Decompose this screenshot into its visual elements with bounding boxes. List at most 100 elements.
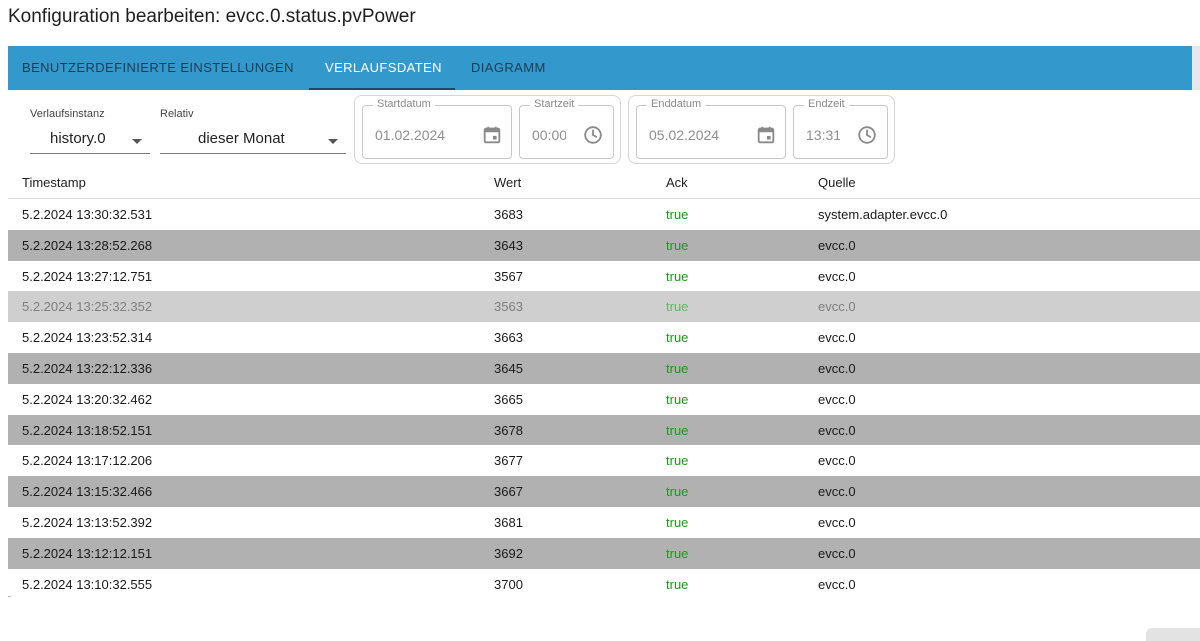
chevron-down-icon [328,139,338,144]
source-cell: evcc.0 [818,514,856,530]
tab-custom-settings[interactable]: BENUTZERDEFINIERTE EINSTELLUNGEN [22,60,294,75]
scroll-corner [1146,628,1200,641]
end-date-label: Enddatum [647,98,706,110]
table-row[interactable]: 5.2.2024 13:12:12.151 3692 true evcc.0 [8,537,1200,569]
ack-cell: true [666,545,689,561]
start-range-group [354,95,621,164]
value-cell: 3567 [494,268,523,284]
value-cell: 3677 [494,453,523,469]
column-header-wert[interactable]: Wert [494,175,522,190]
timestamp-cell: 5.2.2024 13:23:52.314 [22,330,153,346]
value-cell: 3563 [494,299,523,315]
end-range-group [628,95,895,164]
table-row[interactable]: 5.2.2024 13:23:52.314 3663 true evcc.0 [8,322,1200,353]
end-date-field[interactable]: Enddatum 05.02.2024 [636,98,786,159]
value-cell: 3667 [494,484,523,500]
table-row[interactable]: 5.2.2024 13:28:52.268 3643 true evcc.0 [8,229,1200,261]
instance-select-value: history.0 [50,130,106,147]
table-row[interactable]: 5.2.2024 13:22:12.336 3645 true evcc.0 [8,352,1200,384]
column-header-ack[interactable]: Ack [666,175,688,190]
table-row[interactable]: 5.2.2024 13:10:32.555 3700 true evcc.0 [8,569,1200,600]
timestamp-cell: 5.2.2024 13:27:12.751 [22,268,153,284]
end-time-field[interactable]: Endzeit 13:31 [793,98,888,159]
table-row[interactable]: 5.2.2024 13:27:12.751 3567 true evcc.0 [8,261,1200,292]
ack-cell: true [666,422,689,438]
value-cell: 3643 [494,237,523,253]
timestamp-cell: 5.2.2024 13:13:52.392 [22,514,153,530]
start-date-label: Startdatum [373,98,435,110]
ack-cell: true [666,514,689,530]
timestamp-cell: 5.2.2024 13:12:12.151 [22,545,153,561]
ack-cell: true [666,237,689,253]
relative-select[interactable]: dieser Monat [160,122,346,154]
start-date-value: 01.02.2024 [375,127,446,143]
relative-select-label: Relativ [160,108,194,120]
start-time-field[interactable]: Startzeit 00:00 [519,98,614,159]
column-header-quelle[interactable]: Quelle [818,175,856,190]
relative-select-group: Relativ dieser Monat [160,108,346,154]
end-time-label: Endzeit [804,98,849,110]
ack-cell: true [666,268,689,284]
source-cell: evcc.0 [818,268,856,284]
source-cell: evcc.0 [818,299,856,315]
tab-bar: BENUTZERDEFINIERTE EINSTELLUNGEN VERLAUF… [8,46,1192,90]
source-cell: evcc.0 [818,391,856,407]
calendar-icon[interactable] [755,124,777,146]
value-cell: 3663 [494,330,523,346]
ack-cell: true [666,360,689,376]
ack-cell: true [666,207,689,222]
source-cell: system.adapter.evcc.0 [818,207,948,222]
start-date-field[interactable]: Startdatum 01.02.2024 [362,98,512,159]
start-time-label: Startzeit [530,98,579,110]
timestamp-cell: 5.2.2024 13:20:32.462 [22,391,153,407]
table-row[interactable]: 5.2.2024 13:25:32.352 3563 true evcc.0 [8,291,1200,323]
start-time-value: 00:00 [532,127,566,143]
relative-select-value: dieser Monat [198,130,285,147]
clock-icon[interactable] [856,124,878,146]
ack-cell: true [666,330,689,346]
source-cell: evcc.0 [818,237,856,253]
value-cell: 3665 [494,391,523,407]
source-cell: evcc.0 [818,576,856,592]
value-cell: 3645 [494,360,523,376]
timestamp-cell: 5.2.2024 13:30:32.531 [22,207,153,222]
table-row[interactable]: 5.2.2024 13:20:32.462 3665 true evcc.0 [8,384,1200,415]
table-row[interactable]: 5.2.2024 13:30:32.531 3683 true system.a… [8,199,1200,230]
table-header: Timestamp Wert Ack Quelle [8,166,1200,199]
source-cell: evcc.0 [818,484,856,500]
timestamp-cell: 5.2.2024 13:22:12.336 [22,360,153,376]
tabbar-scroll-edge [1192,46,1200,90]
source-cell: evcc.0 [818,330,856,346]
table-row[interactable]: 5.2.2024 13:15:32.466 3667 true evcc.0 [8,476,1200,507]
source-cell: evcc.0 [818,545,856,561]
end-date-value: 05.02.2024 [649,127,720,143]
source-cell: evcc.0 [818,453,856,469]
table-bottom-edge [8,596,11,597]
timestamp-cell: 5.2.2024 13:17:12.206 [22,453,153,469]
timestamp-cell: 5.2.2024 13:10:32.555 [22,576,153,592]
end-time-value: 13:31 [806,127,840,143]
ack-cell: true [666,391,689,407]
timestamp-cell: 5.2.2024 13:15:32.466 [22,484,153,500]
ack-cell: true [666,576,689,592]
history-table-body: 5.2.2024 13:30:32.531 3683 true system.a… [8,199,1200,599]
tab-chart[interactable]: DIAGRAMM [471,60,546,75]
value-cell: 3700 [494,576,523,592]
active-tab-indicator [309,88,455,90]
tab-history-data[interactable]: VERLAUFSDATEN [325,60,442,75]
timestamp-cell: 5.2.2024 13:28:52.268 [22,237,153,253]
table-row[interactable]: 5.2.2024 13:17:12.206 3677 true evcc.0 [8,445,1200,476]
instance-select-group: Verlaufsinstanz history.0 [30,108,150,154]
clock-icon[interactable] [582,124,604,146]
source-cell: evcc.0 [818,422,856,438]
column-header-timestamp[interactable]: Timestamp [22,175,86,190]
value-cell: 3678 [494,422,523,438]
table-row[interactable]: 5.2.2024 13:13:52.392 3681 true evcc.0 [8,507,1200,538]
timestamp-cell: 5.2.2024 13:18:52.151 [22,422,153,438]
table-row[interactable]: 5.2.2024 13:18:52.151 3678 true evcc.0 [8,414,1200,446]
instance-select[interactable]: history.0 [30,122,150,154]
calendar-icon[interactable] [481,124,503,146]
value-cell: 3683 [494,207,523,222]
value-cell: 3692 [494,545,523,561]
source-cell: evcc.0 [818,360,856,376]
